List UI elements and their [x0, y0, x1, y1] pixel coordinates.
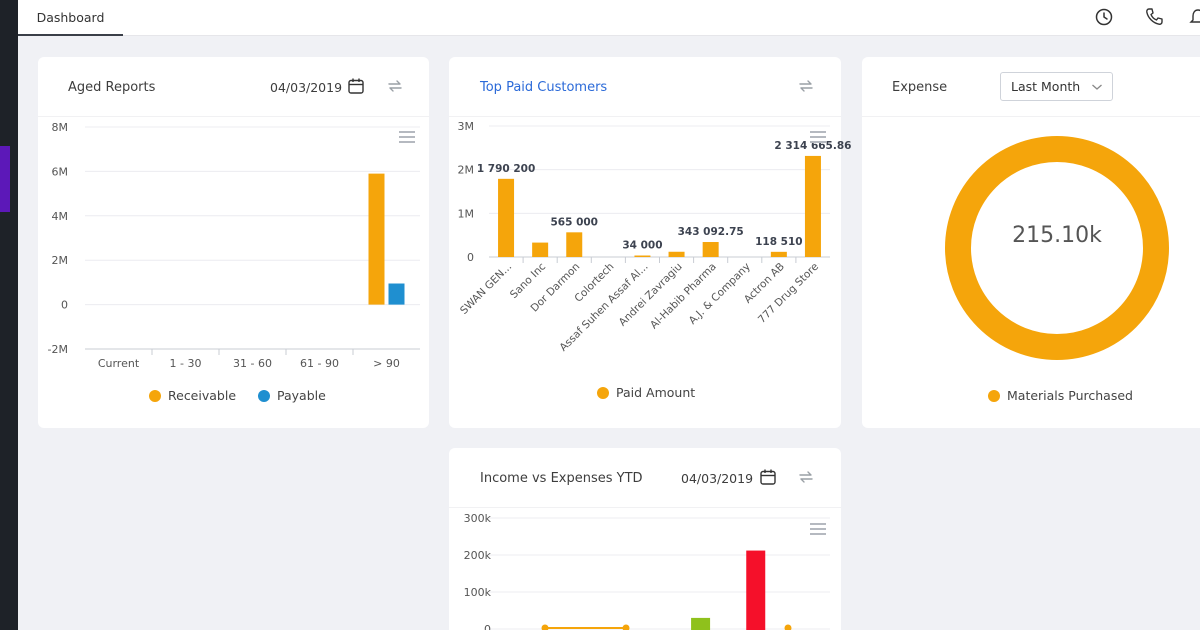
bar-paid-amount	[634, 255, 651, 257]
calendar-icon[interactable]	[759, 468, 777, 486]
refresh-icon[interactable]	[797, 468, 815, 486]
x-tick-label: SWAN GEN...	[458, 261, 514, 317]
chart-menu-icon	[810, 136, 826, 138]
card-title: Income vs Expenses YTD	[480, 470, 643, 486]
x-tick-label: 1 - 30	[170, 357, 202, 370]
top-bar: Dashboard 84	[18, 0, 1200, 36]
clock-icon[interactable]	[1092, 5, 1116, 29]
line-point	[622, 624, 630, 630]
y-tick-label: 300k	[464, 512, 492, 525]
y-tick-label: 0	[467, 251, 474, 264]
chart-legend: Materials Purchased	[988, 388, 1133, 403]
aged-reports-card: Aged Reports 04/03/2019 8M 6M 4M 2M 0 -2M Curr…	[38, 57, 429, 428]
bar-red	[746, 550, 766, 630]
bar-paid-amount	[498, 178, 515, 257]
bar-payable	[388, 283, 405, 305]
x-tick-label: 61 - 90	[300, 357, 339, 370]
report-date: 04/03/2019	[681, 470, 754, 486]
bar-receivable	[368, 173, 385, 305]
tab-dashboard[interactable]: Dashboard	[18, 0, 123, 36]
line-point	[541, 624, 549, 630]
calendar-icon[interactable]	[347, 77, 365, 95]
legend-payable[interactable]: Payable	[277, 388, 326, 403]
donut-center-value: 215.10k	[1012, 223, 1102, 248]
card-title-link[interactable]: Top Paid Customers	[480, 79, 608, 95]
line-point	[784, 624, 792, 630]
legend-dot-receivable	[149, 389, 161, 402]
y-tick-label: 3M	[458, 120, 475, 133]
chart-menu-icon	[399, 136, 415, 138]
y-tick-label: 2M	[52, 254, 69, 267]
aged-reports-chart: 8M 6M 4M 2M 0 -2M Current 1 - 30 31 - 60 61 - 90 >…	[48, 121, 420, 370]
period-select[interactable]: Last Month	[1000, 72, 1113, 101]
y-tick-label: 8M	[52, 121, 69, 134]
chart-menu-icon	[810, 528, 826, 530]
y-tick-label: -2M	[48, 343, 68, 356]
chart-menu-icon	[399, 131, 415, 133]
data-label: 118 510	[755, 236, 803, 248]
y-tick-label: 6M	[52, 165, 69, 178]
data-label: 565 000	[551, 216, 599, 228]
chart-menu-icon	[810, 141, 826, 143]
card-title: Expense	[892, 79, 948, 95]
donut-ring	[945, 136, 1169, 360]
bar-paid-amount	[668, 251, 685, 257]
phone-icon[interactable]	[1142, 5, 1166, 29]
bar-paid-amount	[770, 251, 787, 257]
data-label: 34 000	[622, 240, 662, 252]
card-header	[449, 448, 841, 508]
left-sidebar	[0, 0, 18, 630]
refresh-icon[interactable]	[797, 77, 815, 95]
legend-dot-payable	[258, 389, 271, 402]
legend-dot-materials	[988, 389, 1000, 402]
report-date: 04/03/2019	[270, 79, 343, 95]
card-header	[449, 57, 841, 117]
bar-paid-amount	[804, 155, 821, 257]
legend-receivable[interactable]: Receivable	[168, 388, 237, 403]
income-vs-expenses-card: Income vs Expenses YTD 04/03/2019 300k 20…	[449, 448, 841, 630]
top-paid-customers-card: Top Paid Customers 3M 2M 1M 0 1 790 200 SWAN …	[449, 57, 852, 428]
legend-materials-purchased[interactable]: Materials Purchased	[1007, 388, 1133, 403]
x-tick-label: 31 - 60	[233, 357, 272, 370]
card-header	[38, 57, 429, 117]
y-tick-label: 200k	[464, 549, 492, 562]
refresh-icon[interactable]	[386, 77, 404, 95]
x-tick-label: > 90	[373, 357, 400, 370]
card-header	[862, 57, 1200, 117]
chart-menu-icon	[810, 523, 826, 525]
chevron-down-icon	[1092, 84, 1102, 90]
bar-paid-amount	[702, 242, 719, 257]
y-tick-label: 100k	[464, 586, 492, 599]
bar-paid-amount	[566, 232, 583, 257]
y-tick-label: 4M	[52, 210, 69, 223]
bar-paid-amount	[532, 242, 549, 257]
y-tick-label: 0	[61, 299, 68, 312]
chart-menu-icon	[399, 141, 415, 143]
chart-menu-icon	[810, 533, 826, 535]
y-tick-label: 2M	[458, 164, 475, 177]
income-vs-expenses-chart: 300k 200k 100k 0	[464, 512, 830, 630]
data-label: 1 790 200	[477, 163, 535, 175]
sidebar-active-indicator[interactable]	[0, 146, 10, 212]
legend-paid-amount[interactable]: Paid Amount	[616, 385, 696, 400]
data-label: 2 314 665.86	[774, 140, 851, 152]
bell-icon[interactable]	[1186, 5, 1200, 29]
period-select-value: Last Month	[1011, 79, 1081, 94]
card-title: Aged Reports	[68, 79, 156, 95]
chart-menu-icon	[810, 131, 826, 133]
y-tick-label: 1M	[458, 207, 475, 220]
chart-legend: Receivable Payable	[149, 388, 326, 403]
y-tick-label: 0	[484, 623, 491, 630]
x-tick-label: 777 Drug Store	[756, 261, 821, 326]
data-label: 343 092.75	[678, 226, 744, 238]
bar-green	[691, 617, 711, 630]
expense-card: Expense Last Month 215.10k Materials Pur…	[862, 57, 1200, 428]
x-tick-label: A.J. & Company	[687, 261, 753, 327]
x-tick-label: Andrei Zavragiu	[617, 261, 685, 329]
legend-dot-paid	[597, 386, 609, 399]
x-tick-label: Current	[98, 357, 140, 370]
chart-legend: Paid Amount	[597, 385, 695, 400]
expense-donut-chart	[945, 136, 1169, 360]
